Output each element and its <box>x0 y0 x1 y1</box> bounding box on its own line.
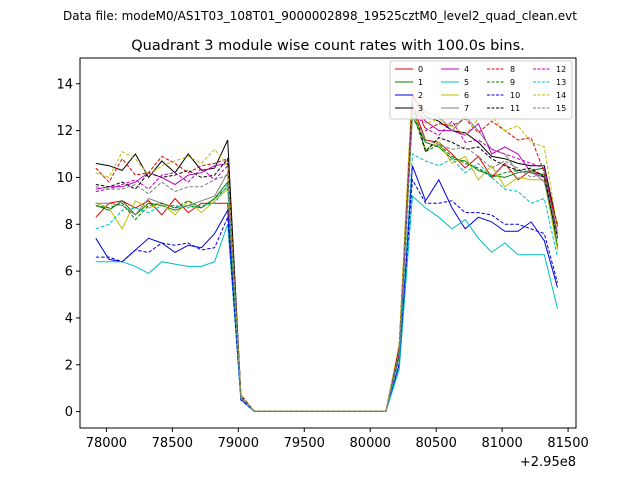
y-tick-label-4: 4 <box>65 311 73 326</box>
x-tick-label-81500: 81500 <box>547 436 588 451</box>
legend-label-12: 12 <box>556 65 566 74</box>
chart-suptitle: Data file: modeM0/AS1T03_108T01_90000028… <box>63 9 577 23</box>
y-tick-label-2: 2 <box>65 358 73 373</box>
axes-frame <box>79 57 577 429</box>
x-tick-label-79000: 79000 <box>218 436 259 451</box>
x-tick-label-80000: 80000 <box>350 436 391 451</box>
legend-label-15: 15 <box>556 104 566 113</box>
legend-label-11: 11 <box>510 104 520 113</box>
chart-title: Quadrant 3 module wise count rates with … <box>131 38 525 54</box>
legend-label-3: 3 <box>418 104 423 113</box>
legend-label-6: 6 <box>464 91 469 100</box>
legend-label-4: 4 <box>464 65 469 74</box>
legend-label-9: 9 <box>510 78 515 87</box>
y-tick-label-0: 0 <box>65 405 73 420</box>
legend-label-1: 1 <box>418 78 423 87</box>
x-tick-label-78000: 78000 <box>86 436 127 451</box>
plot-area: 78000 78500 79000 79500 80000 80500 81000 81500… <box>56 57 589 451</box>
y-tick-label-8: 8 <box>65 218 73 233</box>
legend-box <box>389 60 573 120</box>
x-tick-label-81000: 81000 <box>481 436 522 451</box>
series-line-15 <box>95 111 558 412</box>
x-offset-label: +2.95e8 <box>520 455 576 470</box>
y-tick-label-12: 12 <box>56 124 73 139</box>
legend-label-8: 8 <box>510 65 515 74</box>
legend-label-5: 5 <box>464 78 469 87</box>
legend-label-13: 13 <box>556 78 566 87</box>
y-tick-label-14: 14 <box>56 77 73 92</box>
legend-label-14: 14 <box>556 91 566 100</box>
x-tick-label-80500: 80500 <box>415 436 456 451</box>
legend-label-2: 2 <box>418 91 423 100</box>
x-tick-label-79500: 79500 <box>284 436 325 451</box>
legend-label-0: 0 <box>418 65 423 74</box>
y-tick-label-6: 6 <box>65 265 73 280</box>
legend-label-10: 10 <box>510 91 520 100</box>
y-tick-label-10: 10 <box>56 171 73 186</box>
x-tick-label-78500: 78500 <box>152 436 193 451</box>
legend-label-7: 7 <box>464 104 469 113</box>
